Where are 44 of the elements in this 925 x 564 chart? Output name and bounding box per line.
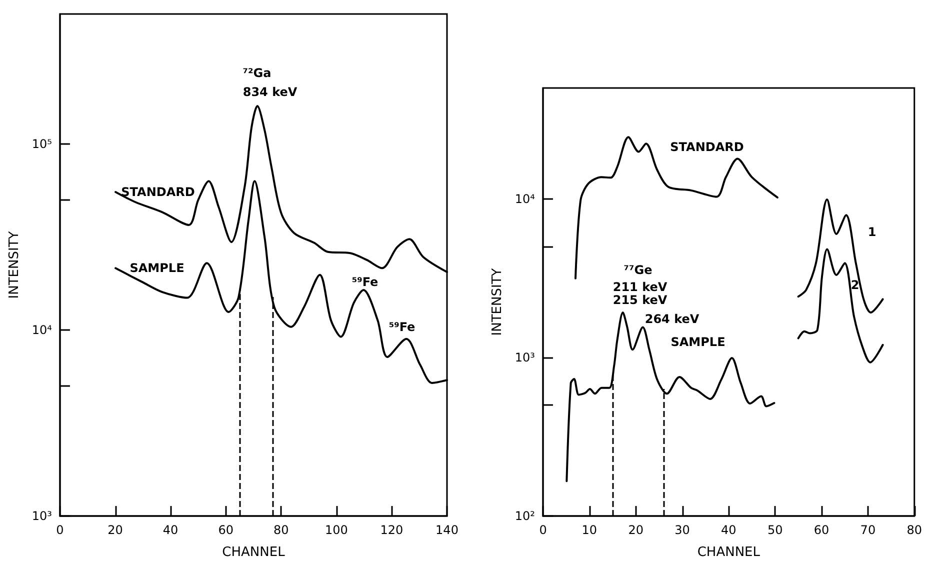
y-tick-label: 10⁵ <box>32 137 52 152</box>
series-label: 2 <box>850 278 860 292</box>
annotation: ⁷²Ga <box>242 66 272 80</box>
x-tick-label: 40 <box>721 523 736 537</box>
x-tick-label: 20 <box>108 523 123 537</box>
x-tick-label: 80 <box>906 523 922 537</box>
y-tick-label: 10³ <box>32 509 52 523</box>
y-axis-title: INTENSITY <box>7 231 22 299</box>
y-tick-label: 10² <box>514 509 536 523</box>
annotation: 215 keV <box>612 293 668 307</box>
x-tick-label: 30 <box>674 523 690 537</box>
x-axis-title: CHANNEL <box>222 545 286 560</box>
series-label: STANDARD <box>670 140 744 154</box>
annotation: ⁷⁷Ge <box>624 263 652 277</box>
x-tick-label: 70 <box>860 523 876 537</box>
x-tick-label: 80 <box>273 523 289 537</box>
series-label: 1 <box>868 225 876 239</box>
line-series <box>797 248 884 364</box>
x-axis-title: CHANNEL <box>697 545 761 560</box>
x-tick-label: 60 <box>218 523 234 537</box>
x-tick-label: 0 <box>539 523 547 537</box>
annotation: 211 keV <box>612 280 668 294</box>
series-label: STANDARD <box>121 185 195 199</box>
line-series <box>797 198 884 314</box>
x-tick-label: 100 <box>324 523 348 537</box>
x-tick-label: 120 <box>380 523 404 537</box>
y-tick-label: 10³ <box>514 350 536 364</box>
x-tick-label: 140 <box>436 523 458 537</box>
x-tick-label: 40 <box>162 523 178 537</box>
series-label: SAMPLE <box>670 335 726 349</box>
annotation: ⁵⁹Fe <box>352 275 378 289</box>
x-tick-label: 50 <box>767 523 783 537</box>
annotation: ⁵⁹Fe <box>388 320 416 334</box>
x-tick-label: 0 <box>56 523 64 537</box>
series-label: SAMPLE <box>130 261 184 275</box>
y-tick-label: 10⁴ <box>32 323 52 338</box>
y-tick-label: 10⁴ <box>514 192 536 206</box>
line-series <box>574 136 778 280</box>
x-tick-label: 60 <box>814 523 830 537</box>
x-tick-label: 20 <box>628 523 644 537</box>
annotation: 264 keV <box>644 312 700 326</box>
annotation: 834 keV <box>242 85 298 99</box>
y-axis-title: INTENSITY <box>490 268 506 336</box>
x-tick-label: 10 <box>582 523 598 537</box>
